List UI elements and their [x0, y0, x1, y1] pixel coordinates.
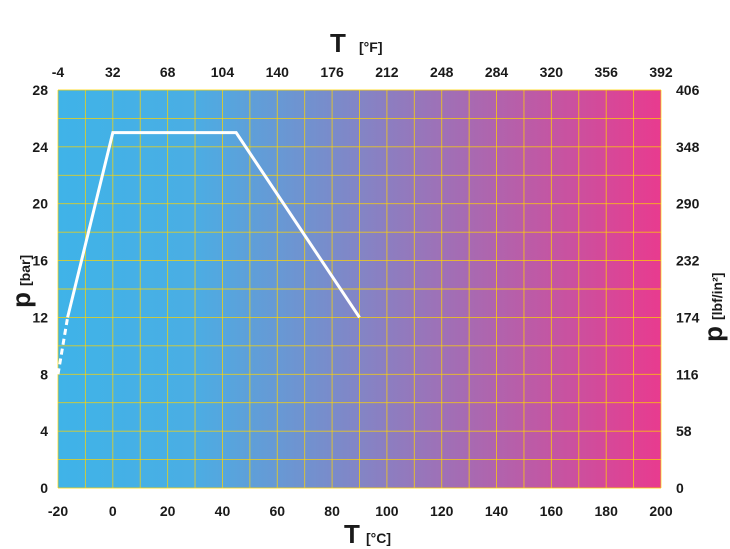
- x-top-tick-label: 248: [430, 64, 454, 80]
- x-top-tick-label: 140: [266, 64, 290, 80]
- x-bottom-tick-label: 60: [269, 503, 285, 519]
- x-top-tick-label: 212: [375, 64, 399, 80]
- x-top-tick-label: 356: [595, 64, 619, 80]
- x-top-tick-label: 32: [105, 64, 121, 80]
- y-left-tick-label: 4: [40, 423, 48, 439]
- y-right-tick-label: 116: [676, 366, 699, 382]
- x-bottom-tick-label: 40: [215, 503, 231, 519]
- y-right-axis-unit: [lbf/in²]: [709, 273, 725, 320]
- x-top-tick-label: 68: [160, 64, 176, 80]
- x-bottom-axis-unit: [°C]: [366, 530, 391, 546]
- y-right-tick-label: 290: [676, 196, 700, 212]
- x-bottom-tick-label: 80: [324, 503, 340, 519]
- y-right-tick-label: 406: [676, 82, 700, 98]
- grid-lines: [57, 89, 662, 489]
- y-right-tick-label: 348: [676, 139, 700, 155]
- y-right-tick-label: 0: [676, 480, 684, 496]
- x-bottom-tick-label: 0: [109, 503, 117, 519]
- x-bottom-tick-label: 100: [375, 503, 399, 519]
- x-bottom-tick-label: 160: [540, 503, 564, 519]
- y-left-tick-label: 0: [40, 480, 48, 496]
- x-top-tick-label: 392: [649, 64, 673, 80]
- x-top-tick-label: 320: [540, 64, 564, 80]
- y-left-axis-title: p: [6, 292, 36, 308]
- pressure-limit-line: [66, 131, 361, 319]
- y-right-tick-label: 232: [676, 253, 700, 269]
- x-top-tick-label: -4: [52, 64, 65, 80]
- y-right-tick-label: 174: [676, 309, 700, 325]
- y-left-tick-label: 16: [32, 253, 48, 269]
- x-bottom-tick-label: 140: [485, 503, 509, 519]
- x-top-axis-title: T: [330, 28, 346, 58]
- x-top-tick-label: 176: [320, 64, 344, 80]
- x-top-axis-unit: [°F]: [359, 39, 382, 55]
- y-left-tick-label: 20: [32, 196, 48, 212]
- x-bottom-tick-label: 180: [595, 503, 619, 519]
- x-bottom-tick-label: 20: [160, 503, 176, 519]
- x-bottom-tick-label: -20: [48, 503, 68, 519]
- y-right-tick-label: 58: [676, 423, 692, 439]
- y-left-tick-label: 24: [32, 139, 48, 155]
- series-group: [56, 131, 361, 375]
- y-left-axis-unit: [bar]: [17, 255, 33, 286]
- x-bottom-tick-label: 120: [430, 503, 454, 519]
- y-left-tick-label: 28: [32, 82, 48, 98]
- y-left-tick-label: 12: [32, 309, 48, 325]
- x-bottom-tick-label: 200: [649, 503, 673, 519]
- x-top-tick-label: 104: [211, 64, 235, 80]
- tick-labels: -20 0 20 40 60 80 100 120 140 160 180 200-4 32 68 104 1…: [32, 64, 699, 519]
- x-top-tick-label: 284: [485, 64, 509, 80]
- y-left-tick-label: 8: [40, 366, 48, 382]
- y-right-axis-title: p: [698, 326, 728, 342]
- x-bottom-axis-title: T: [344, 519, 360, 549]
